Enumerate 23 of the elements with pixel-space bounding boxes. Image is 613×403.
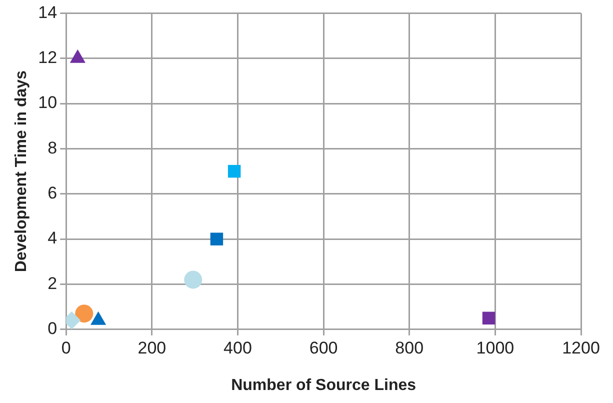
y-tick-label: 6: [48, 184, 58, 203]
point: [184, 270, 202, 289]
point: [210, 232, 224, 246]
point: [482, 312, 496, 324]
x-tick-label: 0: [61, 338, 71, 358]
x-tick-label: 400: [224, 338, 252, 358]
y-axis-title: Development Time in days: [13, 70, 30, 272]
x-tick-label: 1000: [476, 338, 514, 358]
y-tick-label: 12: [38, 48, 58, 68]
x-tick-label: 800: [395, 338, 424, 358]
point: [75, 304, 94, 323]
x-tick-label: 200: [138, 338, 166, 358]
y-tick-label: 14: [38, 2, 58, 22]
x-tick-label: 600: [309, 338, 338, 358]
y-tick-label: 4: [48, 228, 58, 248]
y-tick-label: 10: [38, 93, 58, 112]
y-tick-label: 0: [48, 319, 58, 338]
x-tick-label: 1200: [562, 338, 600, 358]
y-tick-label: 2: [48, 274, 58, 293]
y-tick-label: 8: [48, 138, 58, 158]
point: [228, 164, 241, 178]
x-axis-title: Number of Source Lines: [231, 376, 416, 394]
point: [70, 49, 86, 63]
